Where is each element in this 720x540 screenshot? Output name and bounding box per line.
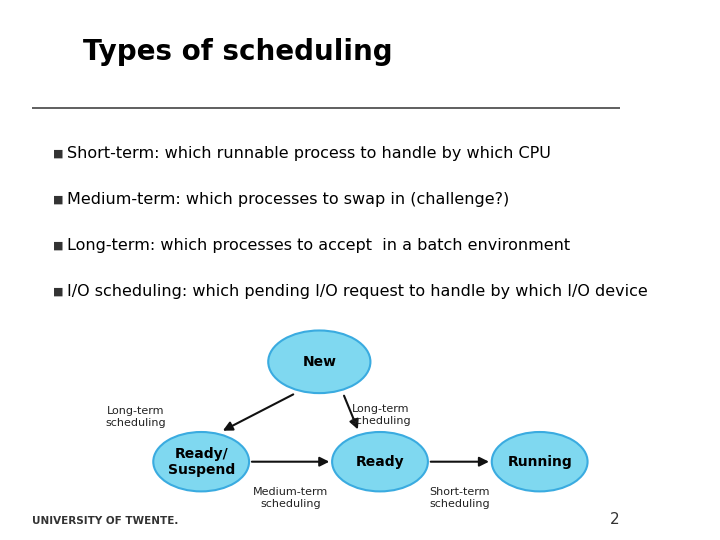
- Text: Running: Running: [508, 455, 572, 469]
- Text: Long-term: which processes to accept  in a batch environment: Long-term: which processes to accept in …: [67, 238, 570, 253]
- Text: Medium-term: which processes to swap in (challenge?): Medium-term: which processes to swap in …: [67, 192, 509, 207]
- Ellipse shape: [332, 432, 428, 491]
- Text: 2: 2: [610, 511, 619, 526]
- Ellipse shape: [269, 330, 370, 393]
- Text: Types of scheduling: Types of scheduling: [83, 38, 392, 66]
- Text: I/O scheduling: which pending I/O request to handle by which I/O device: I/O scheduling: which pending I/O reques…: [67, 284, 648, 299]
- Text: Short-term
scheduling: Short-term scheduling: [430, 487, 490, 509]
- Text: Short-term: which runnable process to handle by which CPU: Short-term: which runnable process to ha…: [67, 146, 551, 161]
- Text: Ready/
Suspend: Ready/ Suspend: [168, 447, 235, 477]
- Text: UNIVERSITY OF TWENTE.: UNIVERSITY OF TWENTE.: [32, 516, 179, 526]
- Text: ■: ■: [53, 195, 64, 205]
- Text: New: New: [302, 355, 336, 369]
- Text: Long-term
scheduling: Long-term scheduling: [105, 406, 166, 428]
- Text: Medium-term
scheduling: Medium-term scheduling: [253, 487, 328, 509]
- Text: ■: ■: [53, 149, 64, 159]
- Text: ■: ■: [53, 287, 64, 296]
- Text: Long-term
scheduling: Long-term scheduling: [350, 404, 410, 426]
- Ellipse shape: [492, 432, 588, 491]
- Text: Ready: Ready: [356, 455, 405, 469]
- Ellipse shape: [153, 432, 249, 491]
- Text: ■: ■: [53, 241, 64, 251]
